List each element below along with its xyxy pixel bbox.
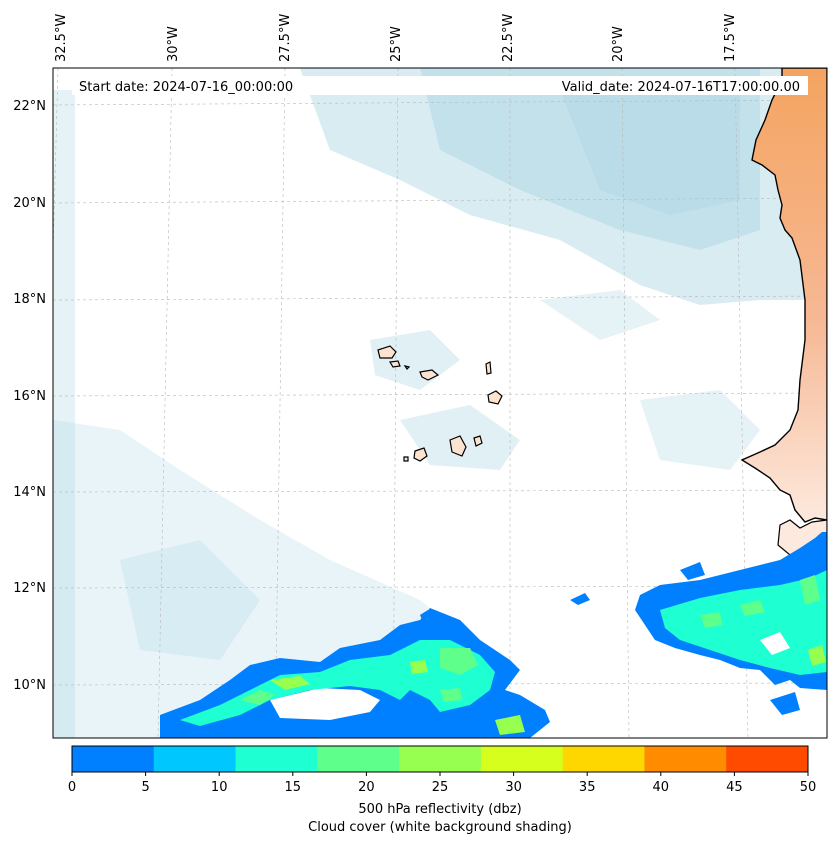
lon-label: 27.5°W xyxy=(278,14,293,62)
valid-date-text: Valid_date: 2024-07-16T17:00:00.00 xyxy=(562,80,800,95)
colorbar-tick-label: 25 xyxy=(432,780,449,795)
colorbar-segment xyxy=(235,746,318,772)
start-date-text: Start date: 2024-07-16_00:00:00 xyxy=(79,80,293,95)
lon-label: 30°W xyxy=(166,26,181,62)
header-box xyxy=(72,76,808,95)
colorbar-tick-label: 0 xyxy=(68,780,76,795)
lon-label: 20°W xyxy=(611,26,626,62)
colorbar-segment xyxy=(480,746,564,772)
colorbar-tick-label: 30 xyxy=(505,780,522,795)
lat-label: 18°N xyxy=(13,292,46,307)
map-frame xyxy=(52,67,828,739)
lon-label: 25°W xyxy=(389,26,404,62)
colorbar-segment xyxy=(399,746,482,772)
colorbar: 0 5 10 15 20 25 30 35 40 45 50 xyxy=(68,745,817,795)
lat-label: 14°N xyxy=(13,485,46,500)
latitude-labels: 22°N 20°N 18°N 16°N 14°N 12°N 10°N xyxy=(13,99,46,693)
colorbar-segment xyxy=(644,746,727,772)
africa-landmass xyxy=(740,68,827,523)
colorbar-segment xyxy=(726,746,809,772)
colorbar-tick-label: 40 xyxy=(653,780,670,795)
colorbar-segment xyxy=(317,746,400,772)
colorbar-tick-label: 45 xyxy=(726,780,743,795)
colorbar-segment xyxy=(72,746,155,772)
colorbar-label: 500 hPa reflectivity (dbz) xyxy=(358,802,521,817)
lat-label: 10°N xyxy=(13,678,46,693)
lat-label: 20°N xyxy=(13,196,46,211)
cape-verde-islands xyxy=(377,345,503,462)
colorbar-tick-label: 15 xyxy=(285,780,302,795)
lon-label: 32.5°W xyxy=(54,14,69,62)
lat-label: 12°N xyxy=(13,581,46,596)
lat-label: 22°N xyxy=(13,99,46,114)
colorbar-tick-label: 10 xyxy=(211,780,228,795)
reflectivity-shading xyxy=(160,532,827,738)
lon-label: 22.5°W xyxy=(501,14,516,62)
colorbar-sublabel: Cloud cover (white background shading) xyxy=(308,820,572,835)
lat-label: 16°N xyxy=(13,389,46,404)
lon-label: 17.5°W xyxy=(723,14,738,62)
colorbar-tick-label: 50 xyxy=(800,780,817,795)
colorbar-tick-label: 35 xyxy=(579,780,596,795)
colorbar-segment xyxy=(153,746,237,772)
colorbar-tick-label: 20 xyxy=(358,780,375,795)
colorbar-tick-label: 5 xyxy=(141,780,149,795)
longitude-labels: 32.5°W 30°W 27.5°W 25°W 22.5°W 20°W 17.5… xyxy=(54,14,738,62)
colorbar-segment xyxy=(562,746,645,772)
